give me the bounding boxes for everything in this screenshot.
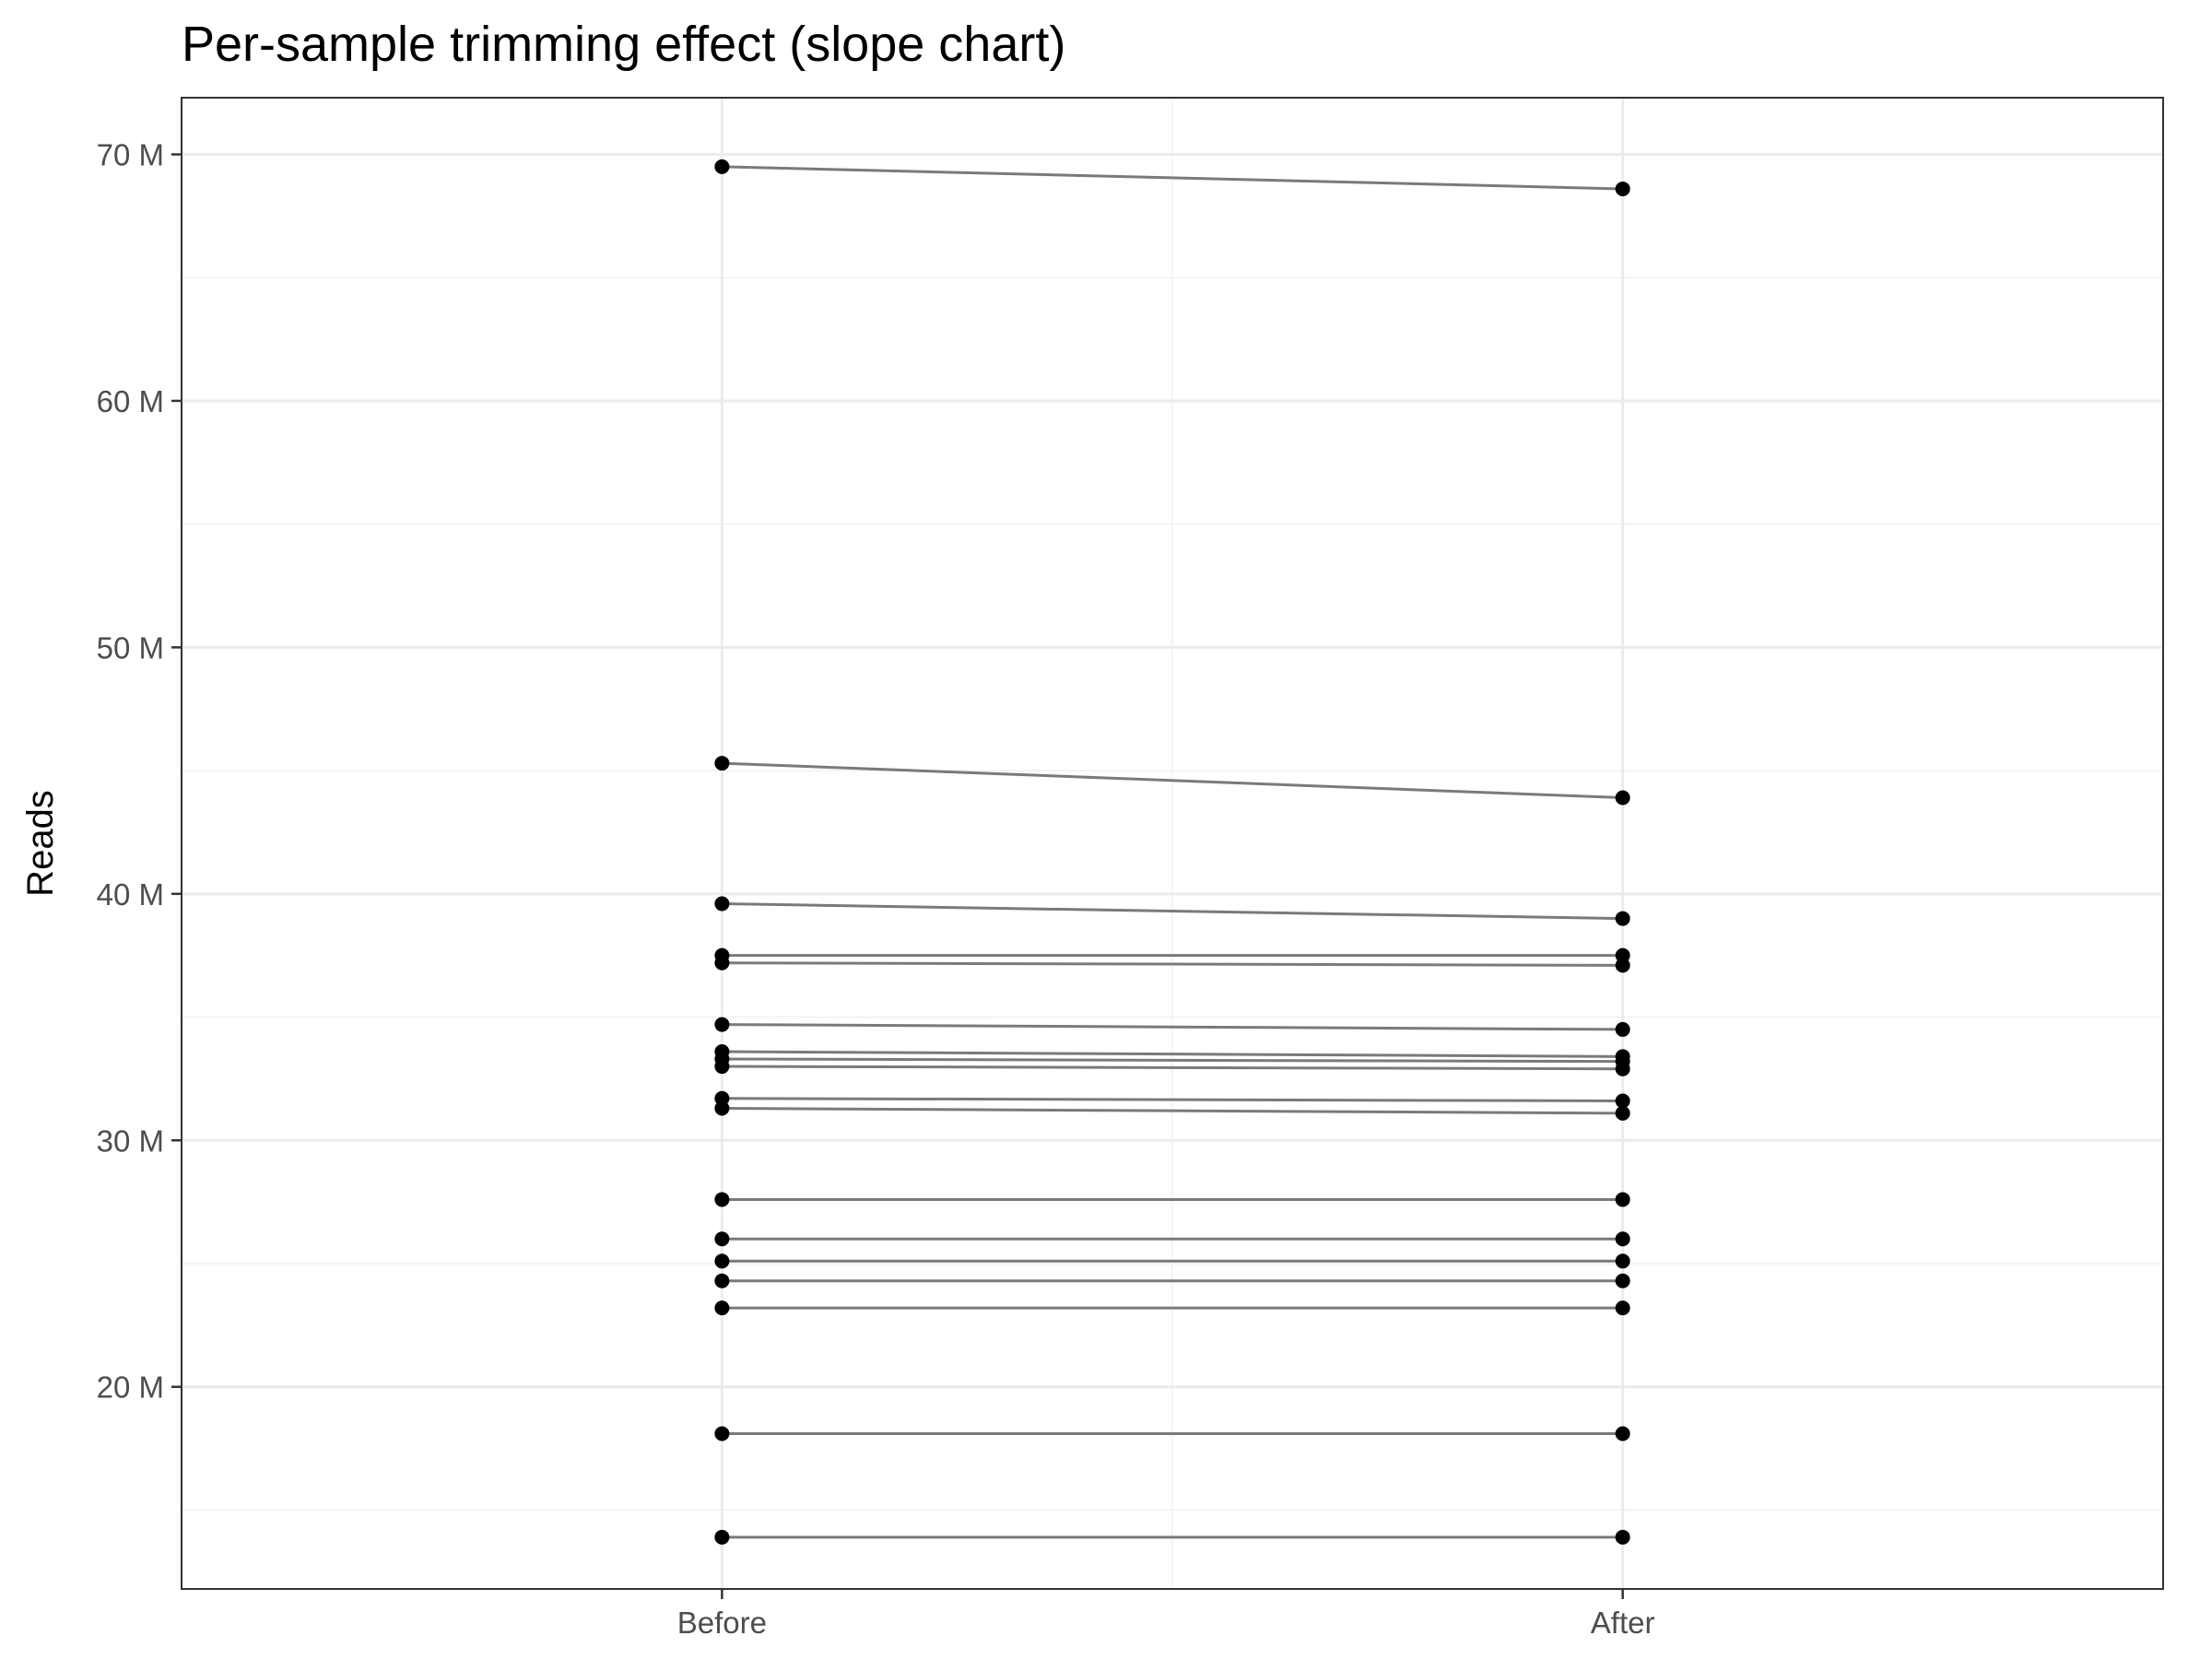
data-point-after [1615,181,1630,196]
data-point-before [714,1017,730,1032]
data-point-after [1615,1192,1630,1207]
chart-title: Per-sample trimming effect (slope chart) [182,17,1065,72]
series-line [722,902,1623,921]
y-tick-label: 60 M [97,384,164,418]
series-line [722,1065,1623,1071]
data-point-after [1615,958,1630,973]
data-point-after [1615,1105,1630,1121]
data-point-after [1615,1231,1630,1247]
minor-gridlines [182,98,2163,1589]
series-line [722,1106,1623,1115]
data-point-before [714,1426,730,1441]
series-line [722,961,1623,967]
data-point-before [714,1192,730,1207]
series-line [722,165,1623,191]
data-point-after [1615,1253,1630,1269]
data-point-before [714,896,730,912]
series-lines [722,165,1623,1539]
plot-panel [181,97,2164,1590]
data-point-after [1615,790,1630,806]
panel-border [181,97,2164,1590]
y-tick-label: 70 M [97,138,164,172]
x-axis: Before After [677,1589,1655,1640]
data-point-before [714,955,730,971]
series-line [722,761,1623,800]
data-point-after [1615,911,1630,926]
data-point-after [1615,1529,1630,1545]
y-tick-label: 30 M [97,1124,164,1158]
y-tick-label: 40 M [97,877,164,912]
series-points [714,159,1630,1545]
x-tick-label-before: Before [677,1606,767,1640]
data-point-after [1615,1093,1630,1109]
y-tick-label: 50 M [97,630,164,665]
data-point-after [1615,1021,1630,1037]
y-axis-label: Reads [20,790,61,897]
y-tick-label: 20 M [97,1371,164,1405]
data-point-before [714,1253,730,1269]
data-point-before [714,1100,730,1116]
major-gridlines [182,98,2163,1589]
data-point-after [1615,1300,1630,1316]
data-point-before [714,1059,730,1075]
y-axis: 20 M 30 M 40 M 50 M 60 M 70 M [97,138,182,1405]
data-point-after [1615,1426,1630,1441]
series-line [722,1023,1623,1031]
x-tick-label-after: After [1591,1606,1655,1640]
data-point-before [714,1231,730,1247]
data-point-before [714,1300,730,1316]
data-point-before [714,756,730,771]
data-point-after [1615,1061,1630,1077]
data-point-before [714,1273,730,1288]
series-line [722,1097,1623,1102]
series-line [722,1050,1623,1058]
data-point-before [714,1529,730,1545]
data-point-after [1615,1273,1630,1288]
series-line [722,1057,1623,1064]
data-point-before [714,159,730,174]
